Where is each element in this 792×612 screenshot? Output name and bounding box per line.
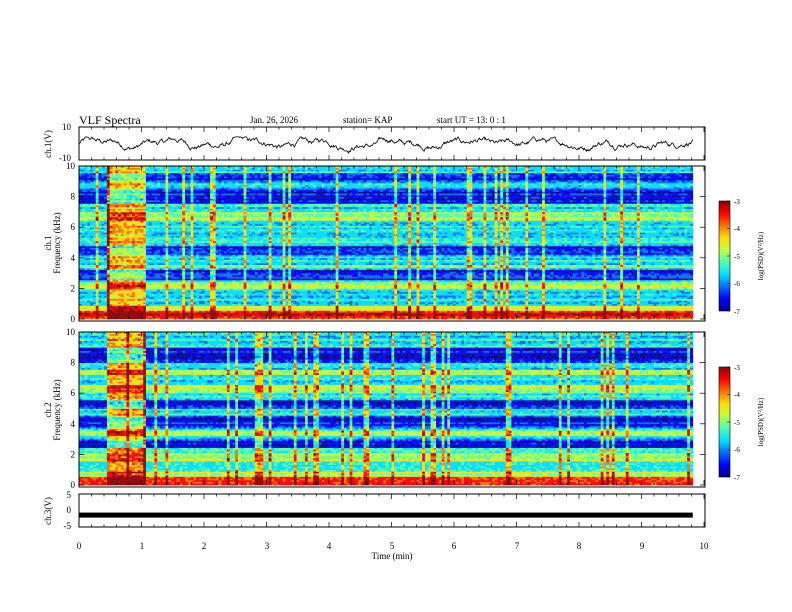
ch1-waveform-xticks bbox=[78, 127, 705, 160]
station-label: station= KAP bbox=[343, 115, 392, 125]
figure-title: VLF Spectra bbox=[79, 113, 141, 128]
ch1-ytick-bottom: -10 bbox=[59, 153, 71, 163]
date-label: Jan. 26, 2026 bbox=[250, 115, 298, 125]
ch1-waveform-ylabel: ch.1(V) bbox=[43, 130, 53, 158]
ch1-waveform-line bbox=[78, 136, 694, 154]
start-time-label: start UT = 13: 0 : 1 bbox=[437, 115, 506, 125]
ch1-ytick-top: 10 bbox=[62, 122, 72, 132]
ch1-waveform-frame bbox=[78, 126, 706, 161]
ch1-waveform-panel: 10 -10 ch.1(V) bbox=[43, 122, 706, 163]
